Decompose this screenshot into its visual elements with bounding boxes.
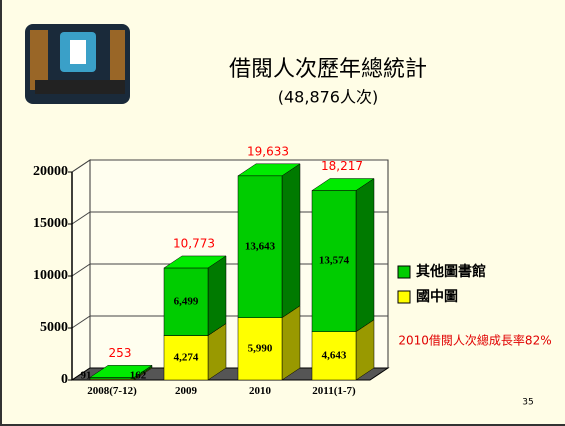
legend-label: 國中圖 <box>416 288 458 305</box>
total-label: 10,773 <box>173 236 215 250</box>
bar-side <box>356 179 374 332</box>
bar-side <box>282 164 300 318</box>
x-tick-label: 2011(1-7) <box>309 385 359 397</box>
page-number: 35 <box>522 398 533 408</box>
value-label: 13,574 <box>319 255 350 267</box>
total-label: 253 <box>109 346 132 360</box>
bar-side <box>282 306 300 380</box>
value-label: 6,499 <box>174 295 199 307</box>
value-label: 4,643 <box>322 349 347 361</box>
chart: 借閱人次歷年總統計 (48,876人次) 2010借閱人次總成長率82% 35 … <box>0 0 565 426</box>
annotation: 2010借閱人次總成長率82% <box>398 333 551 348</box>
y-tick-label: 5000 <box>40 320 68 335</box>
x-tick-label: 2009 <box>161 385 211 397</box>
value-label: 162 <box>130 370 147 382</box>
logo <box>25 24 130 104</box>
slide: 借閱人次歷年總統計 (48,876人次) 2010借閱人次總成長率82% 35 … <box>0 0 565 426</box>
value-label: 4,274 <box>174 351 199 363</box>
value-label: 91 <box>81 370 92 382</box>
x-tick-label: 2010 <box>235 385 285 397</box>
y-tick-label: 10000 <box>33 268 68 283</box>
y-tick-label: 15000 <box>33 216 68 231</box>
x-tick-label: 2008(7-12) <box>87 385 137 397</box>
value-label: 13,643 <box>245 240 276 252</box>
chart-subtitle: (48,876人次) <box>278 88 378 107</box>
legend-swatch <box>398 291 410 303</box>
legend-label: 其他圖書館 <box>416 263 486 280</box>
chart-title: 借閱人次歷年總統計 <box>229 57 427 82</box>
y-tick-label: 0 <box>61 372 68 387</box>
bar-side <box>208 256 226 336</box>
value-label: 5,990 <box>248 342 273 354</box>
total-label: 18,217 <box>321 159 363 173</box>
bar <box>90 377 134 379</box>
legend-swatch <box>398 266 410 278</box>
total-label: 19,633 <box>247 144 289 158</box>
y-tick-label: 20000 <box>33 164 68 179</box>
